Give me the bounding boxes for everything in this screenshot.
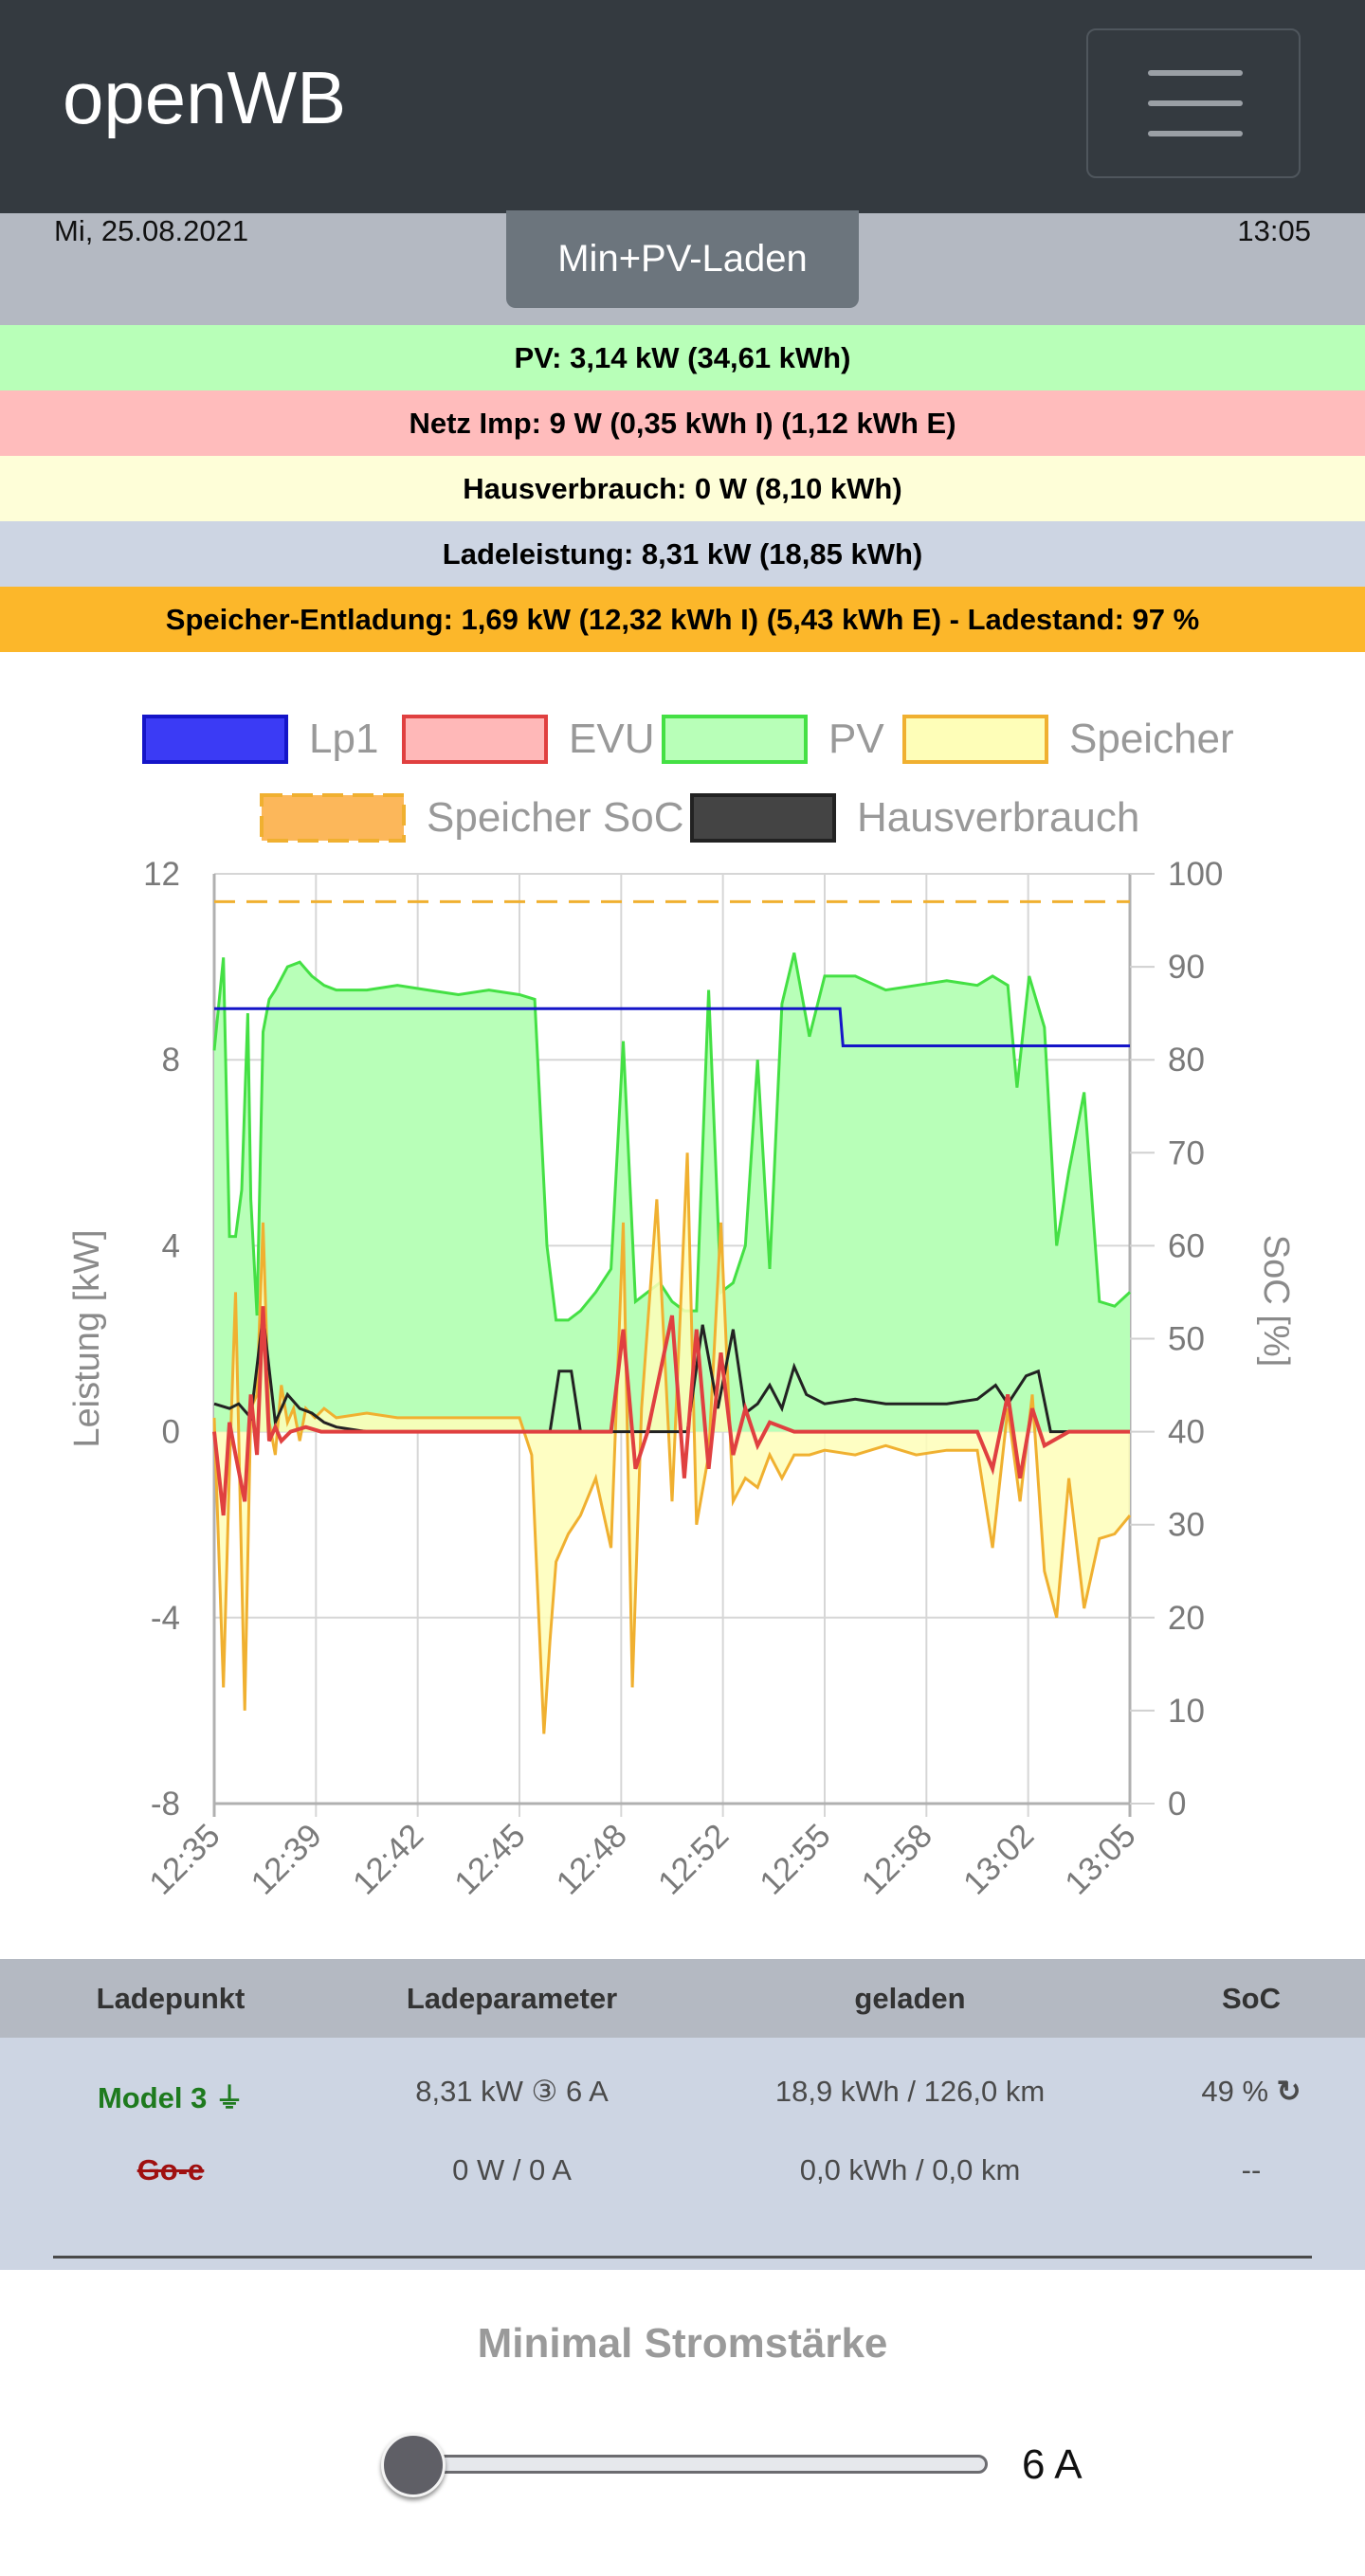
y2-tick-label: 30 bbox=[1168, 1507, 1205, 1544]
min-current-label: Minimal Stromstärke bbox=[477, 2320, 888, 2367]
header-soc: SoC bbox=[1222, 1982, 1281, 2015]
x-tick-label: 13:05 bbox=[1058, 1817, 1143, 1902]
y2-tick-label: 70 bbox=[1168, 1134, 1205, 1171]
legend-label: Hausverbrauch bbox=[857, 794, 1139, 841]
legend-swatch bbox=[662, 715, 808, 764]
y-tick-label: 12 bbox=[143, 856, 180, 893]
legend-swatch bbox=[690, 793, 836, 843]
x-tick-label: 12:45 bbox=[447, 1817, 533, 1902]
y2-tick-label: 50 bbox=[1168, 1321, 1205, 1358]
min-current-value: 6 A bbox=[1022, 2441, 1083, 2488]
header-geladen: geladen bbox=[854, 1982, 966, 2015]
charge-points-table: Ladepunkt Ladeparameter geladen SoC Mode… bbox=[0, 1959, 1365, 2270]
min-current-slider-track[interactable] bbox=[410, 2455, 988, 2474]
y-tick-label: -4 bbox=[151, 1600, 180, 1637]
y2-tick-label: 100 bbox=[1168, 856, 1223, 893]
plug-icon: ⏚ bbox=[215, 2083, 245, 2114]
charge-parameter: 8,31 kW ③ 6 A bbox=[415, 2075, 609, 2108]
speicher-area bbox=[214, 1152, 1130, 1734]
x-tick-label: 13:02 bbox=[956, 1817, 1042, 1902]
table-header: Ladepunkt Ladeparameter geladen SoC bbox=[0, 1959, 1365, 2038]
hamburger-icon-line bbox=[1148, 100, 1243, 106]
y-axis-title: Leistung [kW] bbox=[67, 1229, 107, 1447]
legend-label: EVU bbox=[569, 716, 654, 762]
legend-label: Speicher SoC bbox=[427, 794, 683, 841]
y2-tick-label: 80 bbox=[1168, 1042, 1205, 1079]
y-tick-label: -8 bbox=[151, 1786, 180, 1823]
header-ladeparameter: Ladeparameter bbox=[406, 1982, 618, 2015]
hamburger-icon-line bbox=[1148, 131, 1243, 136]
house-consumption-row: Hausverbrauch: 0 W (8,10 kWh) bbox=[0, 456, 1365, 521]
y2-tick-label: 90 bbox=[1168, 949, 1205, 986]
charge-mode-button[interactable]: Min+PV-Laden bbox=[506, 210, 859, 308]
table-body: Model 3 ⏚ 8,31 kW ③ 6 A 18,9 kWh / 126,0… bbox=[0, 2038, 1365, 2270]
pv-status-row: PV: 3,14 kW (34,61 kWh) bbox=[0, 325, 1365, 390]
y2-tick-label: 0 bbox=[1168, 1786, 1186, 1823]
min-current-slider-thumb[interactable] bbox=[381, 2433, 446, 2497]
x-tick-label: 12:55 bbox=[753, 1817, 838, 1902]
x-tick-label: 12:35 bbox=[142, 1817, 228, 1902]
y2-axis-title: SoC [%] bbox=[1256, 1235, 1296, 1367]
y-tick-label: 4 bbox=[162, 1227, 180, 1264]
x-tick-label: 12:58 bbox=[854, 1817, 939, 1902]
speicher-line bbox=[212, 1152, 1132, 1734]
soc-value: -- bbox=[1241, 2153, 1262, 2186]
y-tick-label: 0 bbox=[162, 1414, 180, 1451]
charging-power-row: Ladeleistung: 8,31 kW (18,85 kWh) bbox=[0, 521, 1365, 587]
soc-value: 49 % bbox=[1201, 2075, 1269, 2108]
hamburger-icon bbox=[1148, 70, 1243, 76]
chargepoint-model3-cell[interactable]: Model 3 ⏚ bbox=[98, 2075, 244, 2116]
y2-tick-label: 20 bbox=[1168, 1600, 1205, 1637]
y2-tick-label: 10 bbox=[1168, 1693, 1205, 1730]
legend-swatch bbox=[142, 715, 288, 764]
y2-tick-label: 60 bbox=[1168, 1227, 1205, 1264]
pv-line bbox=[212, 952, 1132, 1322]
header-ladepunkt: Ladepunkt bbox=[96, 1982, 246, 2015]
legend-label: Speicher bbox=[1069, 716, 1234, 762]
pv-area bbox=[214, 952, 1130, 1432]
section-divider bbox=[53, 2256, 1312, 2259]
y-tick-label: 8 bbox=[162, 1042, 180, 1079]
x-tick-label: 12:42 bbox=[346, 1817, 431, 1902]
battery-status-row: Speicher-Entladung: 1,69 kW (12,32 kWh I… bbox=[0, 587, 1365, 652]
time-label: 13:05 bbox=[1237, 214, 1311, 247]
hamburger-menu-button[interactable] bbox=[1086, 28, 1301, 178]
refresh-icon[interactable]: ↻ bbox=[1276, 2075, 1301, 2108]
legend-swatch bbox=[260, 793, 406, 843]
grid-status-row: Netz Imp: 9 W (0,35 kWh I) (1,12 kWh E) bbox=[0, 390, 1365, 456]
y2-tick-label: 40 bbox=[1168, 1414, 1205, 1451]
x-tick-label: 12:39 bbox=[244, 1817, 329, 1902]
chargepoint-goe-cell[interactable]: Go-e bbox=[136, 2153, 205, 2186]
brand-logo-text[interactable]: openWB bbox=[63, 56, 347, 139]
legend-label: Lp1 bbox=[309, 716, 378, 762]
charged-amount: 0,0 kWh / 0,0 km bbox=[799, 2153, 1021, 2186]
charged-amount: 18,9 kWh / 126,0 km bbox=[774, 2075, 1046, 2108]
legend-label: PV bbox=[828, 716, 884, 762]
date-label: Mi, 25.08.2021 bbox=[54, 214, 249, 247]
x-tick-label: 12:48 bbox=[549, 1817, 634, 1902]
x-tick-label: 12:52 bbox=[651, 1817, 737, 1902]
evu-line bbox=[212, 1306, 1130, 1516]
chargepoint-name: Model 3 bbox=[97, 2081, 208, 2114]
navbar: openWB bbox=[0, 0, 1365, 213]
lp1-line bbox=[214, 1007, 1130, 1047]
legend-swatch bbox=[402, 715, 548, 764]
legend-swatch bbox=[902, 715, 1048, 764]
charge-parameter: 0 W / 0 A bbox=[452, 2153, 572, 2186]
soc-cell[interactable]: 49 % ↻ bbox=[1201, 2075, 1301, 2109]
